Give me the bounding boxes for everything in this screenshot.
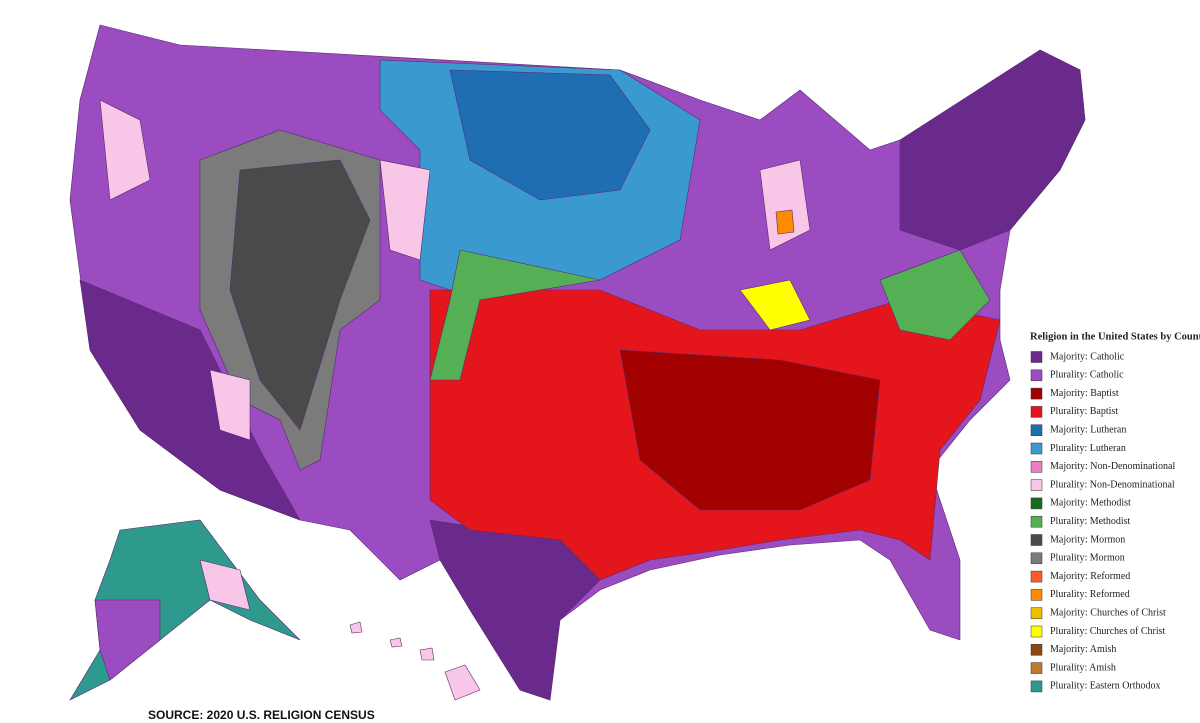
legend-swatch — [1030, 534, 1043, 546]
legend-swatch — [1030, 479, 1043, 491]
mormon-core — [229, 159, 371, 431]
legend-label: Plurality: Catholic — [1050, 370, 1124, 381]
legend-label: Majority: Catholic — [1050, 351, 1125, 362]
legend-swatch — [1030, 424, 1043, 436]
legend-label: Majority: Amish — [1050, 644, 1116, 655]
northeast-catholic — [899, 49, 1086, 251]
legend-label: Plurality: Baptist — [1050, 406, 1118, 417]
reformed-patch — [775, 209, 795, 235]
legend-label: Majority: Lutheran — [1050, 424, 1126, 435]
legend-label: Majority: Baptist — [1050, 388, 1119, 399]
legend-swatch — [1030, 406, 1043, 418]
legend: Majority: Catholic Plurality: Catholic Maj… — [1030, 351, 1175, 693]
alaska-nondenom — [199, 559, 251, 611]
source: SOURCE: 2020 U.S. RELIGION CENSUS — [148, 708, 375, 722]
legend-swatch — [1030, 589, 1043, 601]
southwest-catholic — [79, 279, 301, 521]
legend-title: Religion in the United States by County — [1030, 331, 1200, 342]
legend-swatch — [1030, 552, 1043, 565]
legend-swatch — [1030, 644, 1043, 656]
coc-band — [739, 279, 811, 331]
legend-swatch — [1030, 515, 1043, 528]
map-shapes — [69, 24, 1086, 701]
legend-label: Plurality: Methodist — [1050, 516, 1131, 527]
legend-swatch — [1030, 662, 1043, 674]
legend-swatch — [1030, 625, 1043, 638]
legend-label: Majority: Methodist — [1050, 498, 1131, 509]
legend-swatch — [1030, 387, 1043, 400]
methodist-east — [879, 249, 991, 341]
legend-label: Majority: Non-Denominational — [1050, 461, 1175, 472]
legend-label: Plurality: Amish — [1050, 662, 1116, 673]
legend-swatch — [1030, 369, 1043, 382]
hawaii — [349, 621, 481, 701]
baptist-core — [619, 349, 881, 511]
legend-swatch — [1030, 497, 1043, 510]
legend-label: Plurality: Non-Denominational — [1050, 479, 1175, 490]
legend-swatch — [1030, 680, 1043, 693]
legend-swatch — [1030, 442, 1043, 455]
legend-swatch — [1030, 570, 1043, 583]
legend-swatch — [1030, 607, 1043, 619]
lutheran-core — [449, 69, 651, 201]
legend-label: Plurality: Eastern Orthodox — [1050, 681, 1161, 692]
legend-swatch — [1030, 461, 1043, 473]
legend-label: Majority: Churches of Christ — [1050, 607, 1166, 618]
legend-label: Plurality: Churches of Christ — [1050, 626, 1165, 637]
nondenom-patches — [99, 99, 811, 441]
legend-label: Majority: Reformed — [1050, 571, 1130, 582]
alaska-south — [94, 599, 161, 681]
legend-label: Plurality: Lutheran — [1050, 443, 1126, 454]
legend-label: Plurality: Mormon — [1050, 553, 1125, 564]
legend-swatch — [1030, 351, 1043, 363]
legend-label: Plurality: Reformed — [1050, 589, 1130, 600]
methodist-band — [429, 249, 601, 381]
legend-label: Majority: Mormon — [1050, 534, 1125, 545]
